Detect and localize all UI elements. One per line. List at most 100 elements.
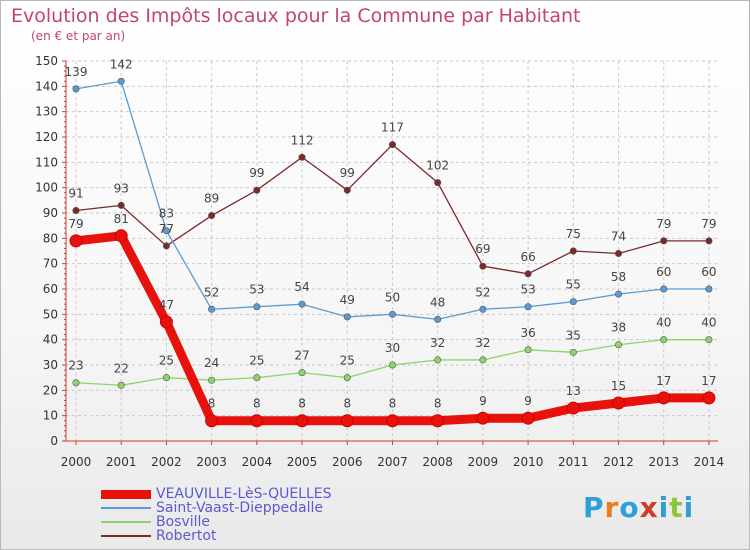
data-label: 8: [253, 397, 261, 411]
y-tick-label: 130: [35, 105, 58, 119]
data-label: 23: [68, 359, 83, 373]
data-point: [298, 369, 306, 377]
data-label: 79: [68, 217, 83, 231]
proxiti-logo: Proxiti: [583, 491, 694, 524]
data-point: [524, 346, 532, 354]
x-tick-label: 2012: [603, 455, 634, 469]
data-point: [117, 77, 125, 85]
data-point: [434, 356, 442, 364]
y-tick-label: 40: [43, 333, 58, 347]
x-tick-label: 2008: [422, 455, 453, 469]
data-point: [298, 153, 306, 161]
data-label: 53: [520, 283, 535, 297]
data-label: 91: [68, 186, 83, 200]
x-tick-label: 2009: [468, 455, 499, 469]
data-point: [702, 391, 716, 405]
data-point: [343, 313, 351, 321]
y-tick-label: 0: [50, 434, 58, 448]
data-label: 17: [656, 374, 671, 388]
data-label: 142: [110, 57, 133, 71]
x-tick-label: 2000: [61, 455, 92, 469]
y-tick-label: 140: [35, 79, 58, 93]
data-label: 38: [611, 321, 626, 335]
data-label: 52: [475, 285, 490, 299]
data-point: [705, 285, 713, 293]
data-point: [524, 270, 532, 278]
legend-label: Bosville: [156, 514, 211, 530]
y-tick-label: 70: [43, 257, 58, 271]
legend-label: Robertot: [156, 528, 217, 544]
data-point: [479, 305, 487, 313]
data-label: 55: [566, 278, 581, 292]
logo-letter: i: [683, 491, 695, 524]
data-point: [660, 237, 668, 245]
logo-letter: r: [604, 491, 620, 524]
data-label: 49: [340, 293, 355, 307]
data-point: [72, 206, 80, 214]
data-label: 75: [566, 227, 581, 241]
data-point: [705, 237, 713, 245]
data-label: 77: [159, 222, 174, 236]
logo-letter: P: [583, 491, 605, 524]
y-tick-label: 50: [43, 307, 58, 321]
data-point: [431, 414, 445, 428]
data-label: 36: [520, 326, 535, 340]
legend-swatch: [101, 507, 151, 509]
data-label: 8: [298, 397, 306, 411]
data-label: 8: [434, 397, 442, 411]
x-tick-label: 2004: [242, 455, 273, 469]
data-point: [479, 262, 487, 270]
data-point: [253, 374, 261, 382]
data-point: [615, 250, 623, 258]
data-label: 40: [701, 316, 716, 330]
data-point: [566, 401, 580, 415]
data-label: 8: [389, 397, 397, 411]
data-label: 69: [475, 242, 490, 256]
data-point: [660, 336, 668, 344]
y-tick-label: 60: [43, 282, 58, 296]
data-point: [524, 303, 532, 311]
data-point: [521, 411, 535, 425]
y-tick-label: 10: [43, 409, 58, 423]
data-label: 50: [385, 290, 400, 304]
data-label: 112: [291, 133, 314, 147]
data-point: [385, 414, 399, 428]
data-label: 17: [701, 374, 716, 388]
y-tick-label: 110: [35, 155, 58, 169]
legend-label: VEAUVILLE-LèS-QUELLES: [156, 486, 332, 502]
data-point: [72, 379, 80, 387]
data-point: [208, 376, 216, 384]
data-label: 25: [159, 354, 174, 368]
data-point: [162, 242, 170, 250]
data-label: 47: [159, 298, 174, 312]
data-label: 79: [701, 217, 716, 231]
data-point: [250, 414, 264, 428]
data-label: 22: [114, 361, 129, 375]
data-label: 27: [294, 349, 309, 363]
data-label: 32: [430, 336, 445, 350]
data-label: 48: [430, 295, 445, 309]
legend-swatch: [101, 535, 151, 537]
data-label: 99: [340, 166, 355, 180]
data-point: [208, 305, 216, 313]
y-tick-label: 120: [35, 130, 58, 144]
data-label: 83: [159, 207, 174, 221]
data-point: [476, 411, 490, 425]
y-tick-label: 150: [35, 54, 58, 68]
data-point: [295, 414, 309, 428]
data-label: 102: [426, 159, 449, 173]
data-label: 139: [65, 65, 88, 79]
data-label: 32: [475, 336, 490, 350]
data-label: 117: [381, 121, 404, 135]
chart-title: Evolution des Impôts locaux pour la Comm…: [11, 5, 581, 27]
data-label: 89: [204, 192, 219, 206]
data-point: [69, 234, 83, 248]
data-point: [340, 414, 354, 428]
data-point: [117, 201, 125, 209]
data-label: 25: [249, 354, 264, 368]
data-label: 9: [479, 394, 487, 408]
x-tick-label: 2014: [694, 455, 725, 469]
data-label: 24: [204, 356, 219, 370]
x-tick-label: 2013: [648, 455, 679, 469]
data-point: [343, 186, 351, 194]
